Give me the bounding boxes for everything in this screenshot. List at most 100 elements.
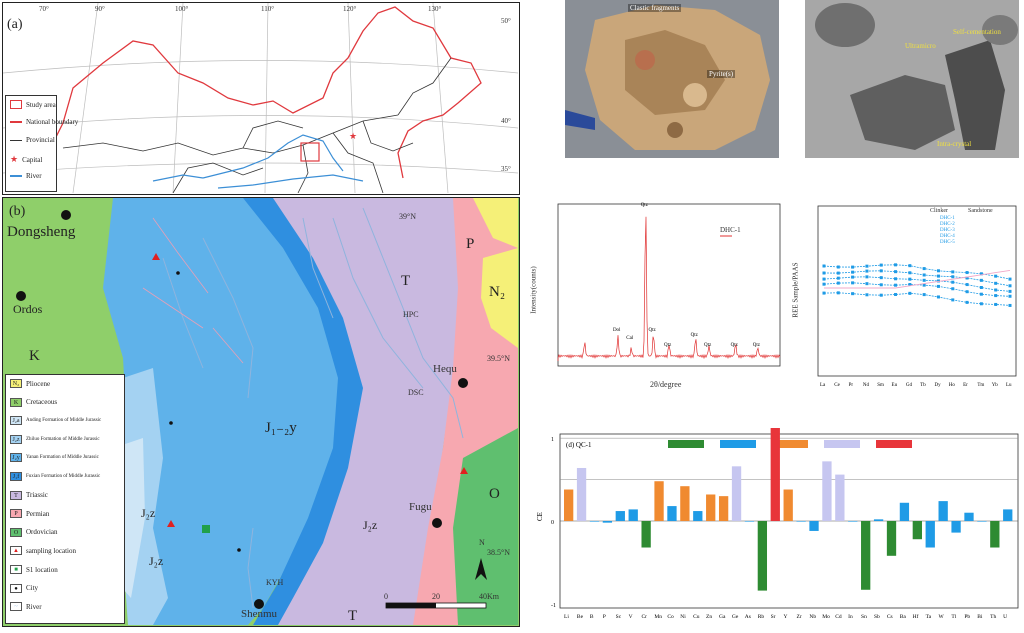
ce-bar bbox=[680, 486, 690, 521]
legend-row: J₂y Yanan Formation of Middle Jurassic bbox=[10, 453, 99, 463]
ree-ylabel: REE Sample/PAAS bbox=[791, 262, 800, 318]
legend-row: ★ Capital bbox=[10, 154, 42, 165]
ree-svg: La Ce Pr Nd Sm Eu Gd Tb Dy Ho Er Tm Yb Lu bbox=[817, 205, 1017, 388]
legend-label: Permian bbox=[26, 509, 50, 518]
legend-swatch: J₂z bbox=[10, 434, 22, 444]
ree-point bbox=[965, 290, 969, 294]
ce-ytick-label: 1 bbox=[551, 437, 554, 443]
scale-label: 0 bbox=[384, 592, 388, 601]
legend-label: Capital bbox=[22, 155, 43, 164]
legend-swatch: ■ bbox=[10, 565, 22, 574]
legend-row: T Triassic bbox=[10, 490, 48, 500]
river-label: HPC bbox=[403, 310, 419, 319]
legend-row: J₁f Fuxian Formation of Middle Jurassic bbox=[10, 472, 100, 481]
legend-row: Provincial bbox=[10, 136, 55, 144]
unit-label: T bbox=[348, 608, 358, 624]
lat-tick: 40° bbox=[501, 117, 511, 125]
unit-pliocene bbox=[473, 198, 518, 248]
ce-xtick-label: U bbox=[1003, 614, 1007, 620]
legend-label: Fuxian Formation of Middle Jurassic bbox=[26, 474, 101, 479]
ce-xtick-label: Rb bbox=[758, 614, 765, 620]
xrd-chart: Qtz Dol Qtz Cal Qtz Qtz Qtz Qtz Qtz DHC-1 2θ/deg… bbox=[530, 196, 785, 394]
lat-label: 39.5°N bbox=[487, 354, 510, 363]
ce-xtick-label: Ba bbox=[900, 614, 907, 620]
scale-label: 40Km bbox=[479, 592, 499, 601]
legend-row: K Cretaceous bbox=[10, 397, 58, 407]
ce-xtick-label: Ga bbox=[719, 614, 726, 620]
ree-tick-label: Pr bbox=[849, 383, 854, 388]
ree-legend-title: Sandstone bbox=[968, 208, 993, 214]
legend-swatch: J₁f bbox=[10, 472, 22, 481]
ree-point bbox=[979, 302, 983, 306]
ce-xtick-label: Ta bbox=[926, 614, 932, 620]
ce-legend-swatch bbox=[824, 440, 860, 448]
lon-tick: 120° bbox=[343, 5, 357, 13]
ree-tick-label: Dy bbox=[934, 383, 941, 388]
lat-label: 39°N bbox=[399, 212, 416, 221]
unit-label: J₂z bbox=[363, 518, 378, 532]
lon-tick: 70° bbox=[39, 5, 49, 13]
ce-bar bbox=[861, 521, 871, 590]
ce-xtick-label: Co bbox=[667, 614, 674, 620]
ree-point bbox=[894, 283, 898, 287]
ce-bar bbox=[848, 521, 858, 522]
north-label: N bbox=[479, 538, 485, 547]
panel-b-rivers bbox=[162, 207, 464, 609]
lat-tick: 50° bbox=[501, 17, 511, 25]
ce-bar bbox=[731, 466, 742, 521]
panel-b-label: (b) bbox=[9, 204, 26, 219]
photo-label: Self-cementation bbox=[953, 28, 1001, 36]
legend-swatch: J₂y bbox=[10, 453, 22, 463]
ce-ytick-label: 0 bbox=[551, 520, 554, 526]
ree-tick-label: Tb bbox=[920, 383, 926, 388]
legend-swatch: O bbox=[10, 527, 22, 537]
ree-legend-entry: DHC-2 bbox=[940, 222, 955, 227]
ce-xtick-label: W bbox=[939, 614, 945, 620]
panel-b-tributaries bbox=[142, 217, 244, 364]
panel-b-legend: N₂ Pliocene K Cretaceous J₂a Anding Formation… bbox=[5, 374, 125, 624]
ree-series-line bbox=[823, 270, 1011, 287]
legend-swatch: K bbox=[10, 397, 22, 407]
ce-legend-swatch bbox=[876, 440, 912, 448]
city-label: Hequ bbox=[433, 363, 457, 375]
ree-point bbox=[836, 271, 840, 275]
unit-label: T bbox=[401, 273, 411, 289]
ree-point bbox=[979, 286, 983, 290]
ree-point bbox=[1008, 277, 1012, 281]
ree-sandstone-line bbox=[824, 269, 1011, 289]
ree-point bbox=[836, 265, 840, 269]
panel-b-geologic-map: (b) Dongsheng Ordos Hequ Fugu Shenmu K T… bbox=[2, 197, 520, 627]
black-line-icon bbox=[10, 139, 22, 141]
red-star-icon: ★ bbox=[10, 154, 19, 164]
ce-xtick-label: Sb bbox=[874, 614, 880, 620]
ce-xtick-label: P bbox=[603, 614, 606, 620]
legend-label: sampling location bbox=[26, 546, 76, 555]
ce-bar bbox=[641, 521, 651, 548]
lat-label: 38.5°N bbox=[487, 548, 510, 557]
xrd-peak-label: Qtz bbox=[691, 333, 699, 338]
ce-bar bbox=[809, 521, 819, 531]
legend-row: River bbox=[10, 172, 42, 180]
national-boundary bbox=[42, 6, 482, 179]
ce-bar bbox=[757, 521, 768, 591]
legend-swatch: J₂a bbox=[10, 416, 22, 426]
provincial-boundaries bbox=[62, 57, 452, 193]
ce-bar bbox=[628, 509, 638, 521]
ree-point bbox=[836, 291, 840, 295]
xrd-peak-label: Dol bbox=[613, 328, 621, 333]
unit-label: K bbox=[29, 348, 40, 364]
legend-label: Cretaceous bbox=[26, 398, 58, 407]
xrd-peak-label: Qtz bbox=[648, 328, 656, 333]
xrd-peak-label: Qtz bbox=[731, 343, 739, 348]
ree-point bbox=[1008, 303, 1012, 307]
legend-label: Anding Formation of Middle Jurassic bbox=[26, 418, 102, 424]
city-label: Dongsheng bbox=[7, 224, 76, 240]
scale-label: 20 bbox=[432, 592, 440, 601]
xrd-xlabel: 2θ/degree bbox=[650, 380, 682, 389]
legend-swatch: ~ bbox=[10, 602, 22, 612]
legend-label: Yanan Formation of Middle Jurassic bbox=[26, 455, 99, 461]
red-square-icon bbox=[10, 100, 22, 109]
ce-xtick-label: Ni bbox=[680, 614, 686, 620]
ce-bar bbox=[706, 494, 716, 521]
lon-tick: 100° bbox=[175, 5, 189, 13]
